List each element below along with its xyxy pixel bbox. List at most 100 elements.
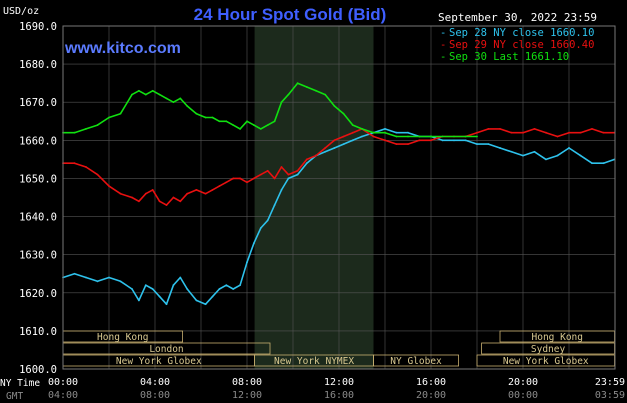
x-tick-label-ny: 00:00	[48, 377, 78, 388]
data-point-sep28	[73, 272, 76, 275]
data-point-sep30	[333, 105, 336, 107]
x-tick-label-gmt: 00:00	[508, 390, 538, 401]
data-point-sep29	[195, 188, 198, 191]
data-point-sep28	[195, 299, 198, 302]
data-point-sep30	[407, 135, 409, 138]
data-point-sep30	[232, 124, 235, 126]
data-point-sep30	[315, 89, 317, 92]
legend-marker-sep28: -	[440, 27, 446, 39]
data-point-sep28	[211, 295, 214, 298]
x-tick-label-gmt: 12:00	[232, 390, 262, 401]
chart-date: September 30, 2022 23:59	[438, 11, 597, 24]
data-point-sep28	[280, 188, 283, 191]
data-point-sep29	[305, 158, 308, 161]
x-tick-label-gmt: 08:00	[140, 390, 170, 401]
legend: - Sep 28 NY close 1660.10- Sep 29 NY close…	[440, 27, 594, 63]
x-tick-label-ny: 12:00	[324, 377, 354, 388]
data-point-sep30	[324, 93, 327, 96]
data-point-sep28	[246, 261, 248, 264]
data-point-sep29	[239, 177, 242, 180]
data-point-sep30	[305, 86, 308, 88]
data-point-sep28	[151, 288, 154, 290]
data-point-sep28	[138, 299, 140, 302]
data-point-sep28	[232, 288, 235, 290]
x-tick-label-ny: 20:00	[508, 377, 538, 388]
data-point-sep30	[165, 97, 168, 100]
data-point-sep29	[259, 173, 262, 176]
data-point-sep30	[158, 93, 161, 96]
data-point-sep29	[556, 135, 559, 138]
data-point-sep28	[395, 131, 398, 134]
data-point-sep29	[172, 196, 175, 199]
data-point-sep30	[253, 124, 255, 126]
data-point-sep29	[395, 143, 398, 146]
data-point-sep29	[232, 177, 235, 180]
data-point-sep30	[119, 112, 122, 115]
data-point-sep30	[131, 93, 133, 96]
data-point-sep28	[108, 276, 110, 279]
session-label: New York NYMEX	[274, 356, 354, 367]
data-point-sep30	[430, 135, 432, 138]
data-point-sep29	[204, 192, 207, 195]
data-point-sep28	[556, 154, 559, 157]
data-point-sep30	[342, 112, 345, 115]
data-point-sep30	[144, 93, 147, 96]
data-point-sep28	[131, 288, 133, 290]
data-point-sep30	[225, 120, 228, 123]
gmt-label: GMT	[6, 391, 23, 402]
plot-frame	[62, 25, 616, 370]
data-point-sep29	[545, 131, 547, 134]
legend-entry-sep30: Sep 30 Last 1661.10	[449, 51, 569, 63]
data-point-sep28	[218, 288, 221, 290]
session-box	[373, 354, 459, 367]
x-tick-label-ny: 16:00	[416, 377, 446, 388]
chart-title: 24 Hour Spot Gold (Bid)	[194, 5, 387, 24]
legend-marker-sep30: -	[440, 51, 446, 63]
data-point-sep30	[108, 116, 110, 119]
data-point-sep30	[85, 127, 87, 130]
data-point-sep28	[172, 284, 175, 287]
data-point-sep29	[418, 139, 421, 142]
data-point-sep29	[510, 131, 513, 134]
y-tick-label: 1640.0	[19, 212, 57, 224]
data-point-sep30	[372, 131, 375, 134]
session-label: New York Globex	[116, 356, 202, 367]
data-point-sep29	[165, 204, 168, 207]
data-point-sep28	[602, 162, 605, 165]
data-point-sep29	[522, 131, 524, 134]
data-point-sep28	[165, 303, 168, 306]
data-point-sep29	[108, 185, 110, 187]
data-point-sep29	[218, 185, 221, 187]
data-point-sep28	[85, 276, 87, 279]
data-point-sep28	[305, 162, 308, 165]
data-point-sep30	[211, 116, 214, 119]
data-point-sep28	[407, 131, 409, 134]
session-label: New York Globex	[503, 356, 589, 367]
x-tick-label-gmt: 04:00	[48, 390, 78, 401]
data-point-sep30	[287, 93, 290, 96]
data-point-sep30	[204, 116, 207, 119]
data-point-sep28	[591, 162, 593, 165]
data-point-sep28	[158, 295, 161, 298]
data-point-sep28	[96, 280, 99, 283]
data-point-sep30	[239, 127, 242, 130]
y-tick-label: 1690.0	[19, 21, 57, 33]
x-tick-label-gmt: 16:00	[324, 390, 354, 401]
data-point-sep29	[138, 200, 140, 203]
data-point-sep29	[246, 181, 248, 184]
x-tick-label-gmt: 03:59	[595, 390, 625, 401]
data-point-sep30	[96, 124, 99, 126]
data-point-sep30	[266, 124, 269, 126]
data-point-sep29	[144, 192, 147, 195]
data-point-sep30	[138, 89, 140, 92]
data-point-sep29	[266, 169, 269, 172]
data-point-sep28	[510, 150, 513, 153]
data-point-sep29	[342, 135, 345, 138]
data-point-sep30	[172, 101, 175, 104]
data-point-sep28	[499, 147, 501, 149]
x-axis-ticks: 00:00 04:00 04:00 08:00 08:00 12:00 12:00 16:00…	[48, 377, 625, 401]
data-point-sep28	[324, 150, 327, 153]
data-point-sep29	[131, 196, 133, 199]
session-label: Sydney	[531, 344, 566, 355]
data-point-sep29	[186, 192, 189, 195]
